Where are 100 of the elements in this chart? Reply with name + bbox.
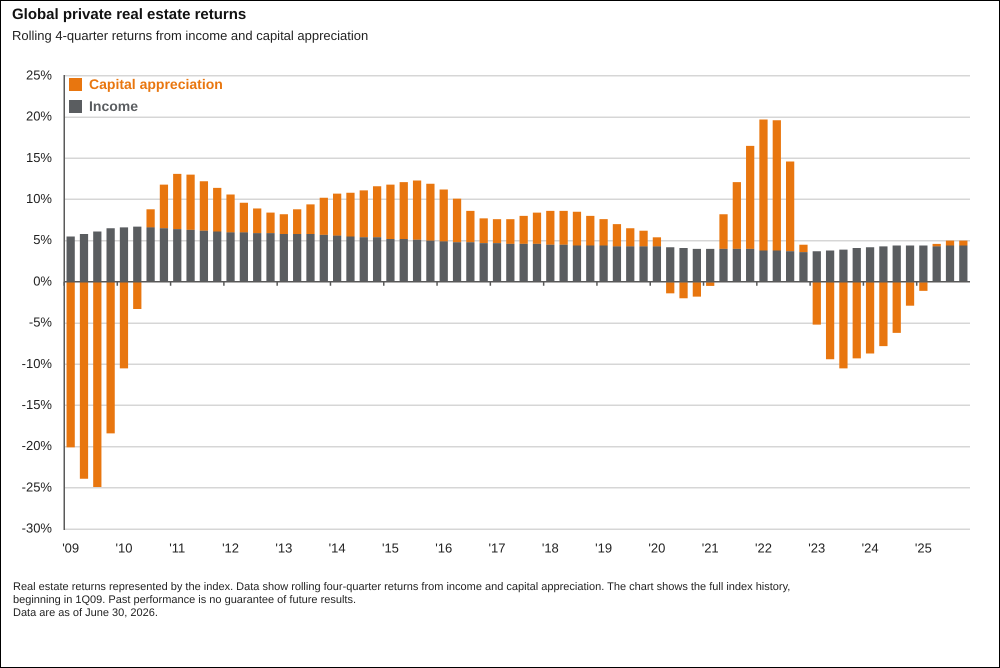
x-tick-label: '21 <box>702 540 719 556</box>
x-tick-label: '17 <box>488 540 506 556</box>
bar <box>719 214 728 249</box>
y-tick-label: -30% <box>22 520 52 536</box>
bar <box>412 180 422 240</box>
bar <box>173 174 182 230</box>
bar <box>586 216 594 246</box>
bar <box>266 212 275 234</box>
bar <box>160 184 168 228</box>
y-tick-label: 10% <box>26 190 52 206</box>
bar <box>80 282 88 479</box>
x-tick-label: '23 <box>808 540 826 556</box>
bar <box>932 244 941 246</box>
bar <box>866 282 874 354</box>
bar <box>946 240 954 246</box>
bar <box>106 282 115 434</box>
bar <box>306 204 315 234</box>
y-tick-label: -15% <box>22 396 52 412</box>
bar <box>799 244 808 252</box>
bar <box>919 282 928 291</box>
bar <box>812 282 821 325</box>
bar <box>959 240 968 246</box>
bar <box>759 119 768 250</box>
x-tick-label: '19 <box>595 540 612 556</box>
x-tick-label: '10 <box>115 540 132 556</box>
bar <box>892 282 901 333</box>
bar <box>346 192 355 236</box>
bar <box>440 190 448 242</box>
bar <box>372 186 382 238</box>
bar <box>186 174 195 230</box>
y-tick-label: 0% <box>33 273 52 288</box>
x-tick-label: '22 <box>755 540 772 556</box>
bar <box>560 210 568 245</box>
x-tick-label: '16 <box>435 540 452 556</box>
bar <box>200 181 208 231</box>
bar <box>746 146 754 249</box>
bar <box>240 202 248 232</box>
y-tick-label: -25% <box>22 479 52 494</box>
x-tick-label: '25 <box>914 540 932 556</box>
bar <box>146 209 155 228</box>
y-tick-label: 15% <box>26 150 52 165</box>
bar <box>293 209 302 234</box>
bar <box>386 184 395 239</box>
bar <box>626 228 634 246</box>
y-tick-label: -20% <box>22 438 52 454</box>
bar <box>612 224 622 246</box>
bar <box>426 184 435 241</box>
bar <box>786 161 794 252</box>
bar <box>66 282 75 448</box>
bar <box>706 282 714 286</box>
bar <box>772 120 781 250</box>
bar <box>732 182 741 249</box>
bar <box>572 212 582 246</box>
y-tick-label: 20% <box>26 108 52 124</box>
bar <box>879 282 888 346</box>
legend-label: Capital appreciation <box>89 76 223 92</box>
bar <box>466 210 474 242</box>
y-tick-label: 25% <box>26 67 52 82</box>
bar <box>213 188 222 232</box>
x-tick-label: '12 <box>222 540 240 556</box>
bar <box>320 198 328 235</box>
x-tick-label: '13 <box>275 540 292 556</box>
bar <box>333 194 342 236</box>
x-tick-label: '24 <box>862 540 879 556</box>
legend-label: Income <box>89 98 138 114</box>
bar <box>546 210 554 245</box>
x-tick-label: '15 <box>382 540 399 556</box>
bar <box>532 212 542 244</box>
bar <box>226 194 235 232</box>
x-tick-label: '11 <box>169 540 186 556</box>
x-tick-label: '14 <box>328 540 346 556</box>
x-tick-label: '18 <box>542 540 559 556</box>
bar <box>492 219 502 244</box>
bar <box>692 282 701 297</box>
text: Data are as of June 30, 2026. <box>13 607 159 620</box>
bar <box>666 282 674 294</box>
bar <box>506 219 514 244</box>
bar <box>679 282 688 298</box>
bar <box>452 198 462 242</box>
bar <box>906 282 914 306</box>
bar <box>826 282 834 360</box>
y-tick-label: -5% <box>28 314 52 330</box>
bar <box>839 282 848 368</box>
bar <box>599 219 608 246</box>
chart-title: Global private real estate returns <box>12 6 246 23</box>
bar <box>280 214 288 234</box>
x-tick-label: '20 <box>648 540 666 556</box>
bar <box>93 282 102 487</box>
bar <box>253 208 262 234</box>
bar <box>652 237 662 246</box>
bar <box>360 190 368 238</box>
bar <box>852 282 861 358</box>
x-tick-label: '09 <box>62 540 80 556</box>
bar <box>400 182 408 239</box>
bar <box>639 230 648 246</box>
y-tick-label: 5% <box>33 232 52 248</box>
bar <box>480 218 488 244</box>
bar <box>133 282 142 309</box>
chart-subtitle: Rolling 4-quarter returns from income and capital appreciation <box>12 28 368 43</box>
bar <box>520 216 528 244</box>
